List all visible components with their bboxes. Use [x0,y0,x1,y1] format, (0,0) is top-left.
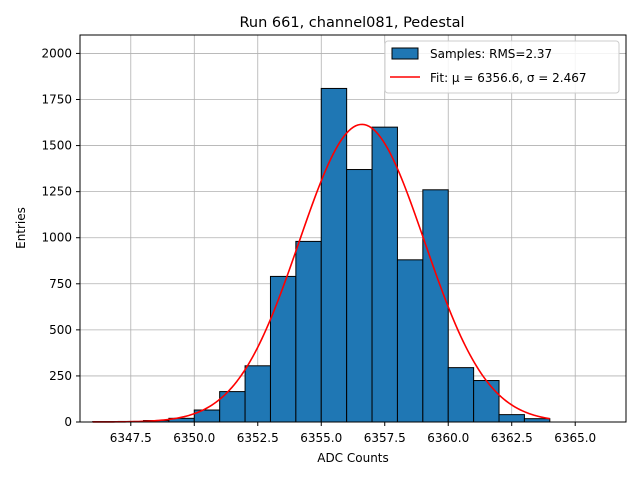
x-tick-label: 6357.5 [364,431,406,445]
x-tick-label: 6362.5 [491,431,533,445]
plot-frame [79,34,627,423]
x-axis-label: ADC Counts [317,451,389,465]
histogram-bar [498,414,525,423]
y-tick-label: 1500 [41,139,72,153]
histogram-bar [295,240,322,423]
y-tick-label: 1000 [41,231,72,245]
legend-samples-swatch [391,47,419,60]
legend: Samples: RMS=2.37 Fit: μ = 6356.6, σ = 2… [384,40,620,94]
x-tick-label: 6365.0 [554,431,596,445]
chart-title: Run 661, channel081, Pedestal [239,15,464,31]
histogram-bar [473,380,500,423]
y-tick-label: 1750 [41,93,72,107]
y-tick-label: 750 [49,277,72,291]
legend-box [384,40,620,94]
histogram-bar [346,169,373,423]
histogram-bar [269,275,297,423]
histogram-bar [320,87,348,423]
x-tick-label: 6355.0 [300,431,342,445]
x-tick-label: 6350.0 [173,431,215,445]
gaussian-fit-curve [92,123,550,423]
y-axis: 0 250 500 750 1000 1250 1500 1750 2000 [41,46,80,429]
histogram-bar [244,365,271,423]
x-tick-label: 6352.5 [237,431,279,445]
y-tick-label: 500 [49,323,72,337]
histogram-bar [447,367,475,423]
histogram-bars [92,87,551,423]
x-tick-label: 6360.0 [427,431,469,445]
x-tick-label: 6347.5 [110,431,152,445]
histogram-bar [422,189,449,423]
x-axis: 6347.5 6350.0 6352.5 6355.0 6357.5 6360.0 6362… [110,422,596,445]
legend-fit-label: Fit: μ = 6356.6, σ = 2.467 [430,71,587,85]
y-tick-label: 2000 [41,46,72,60]
histogram-bar [371,126,398,423]
y-tick-label: 0 [64,415,72,429]
legend-samples-label: Samples: RMS=2.37 [430,47,552,61]
y-axis-label: Entries [14,207,28,249]
y-tick-label: 1250 [41,185,72,199]
y-tick-label: 250 [49,369,72,383]
histogram-bar [396,259,424,423]
